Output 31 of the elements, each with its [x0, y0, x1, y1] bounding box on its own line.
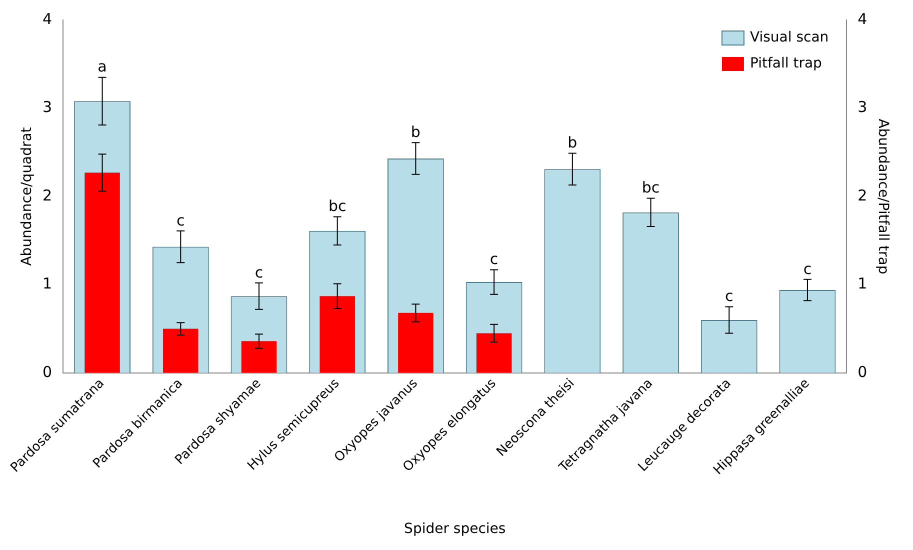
y2-tick-label: 0: [858, 362, 868, 381]
annotation: c: [725, 287, 734, 306]
y-tick-label: 2: [42, 186, 52, 204]
y-tick-label: 0: [42, 362, 52, 381]
bar: [241, 341, 277, 373]
y2-tick-label: 3: [858, 98, 868, 116]
y2-tick-label: 1: [858, 274, 868, 293]
legend-label: Pitfall trap: [750, 56, 822, 72]
annotation: c: [254, 263, 264, 282]
y2-tick-label: 4: [858, 10, 868, 28]
annotation: c: [803, 260, 812, 278]
y-tick-label: 4: [42, 10, 52, 28]
legend-label: Visual scan: [750, 30, 829, 46]
bar: [84, 172, 120, 373]
y2-tick-label: 2: [858, 186, 868, 204]
y-tick-label: 3: [42, 98, 52, 116]
annotation: b: [568, 134, 578, 152]
annotation: a: [98, 58, 107, 76]
bar: [163, 328, 198, 373]
x-axis-title: Spider species: [404, 521, 506, 538]
annotation: c: [490, 250, 498, 268]
y-axis-title: Abundance/quadrat: [18, 126, 35, 266]
annotation: c: [176, 211, 185, 230]
bar: [476, 333, 512, 373]
annotation: b: [410, 123, 420, 142]
y-tick-label: 1: [42, 274, 52, 293]
annotation: bc: [642, 178, 660, 197]
annotation: bc: [328, 197, 346, 216]
bar: [320, 296, 355, 373]
bar: [398, 312, 434, 373]
y2-axis-title: Abundance/Pitfall trap: [874, 118, 891, 274]
